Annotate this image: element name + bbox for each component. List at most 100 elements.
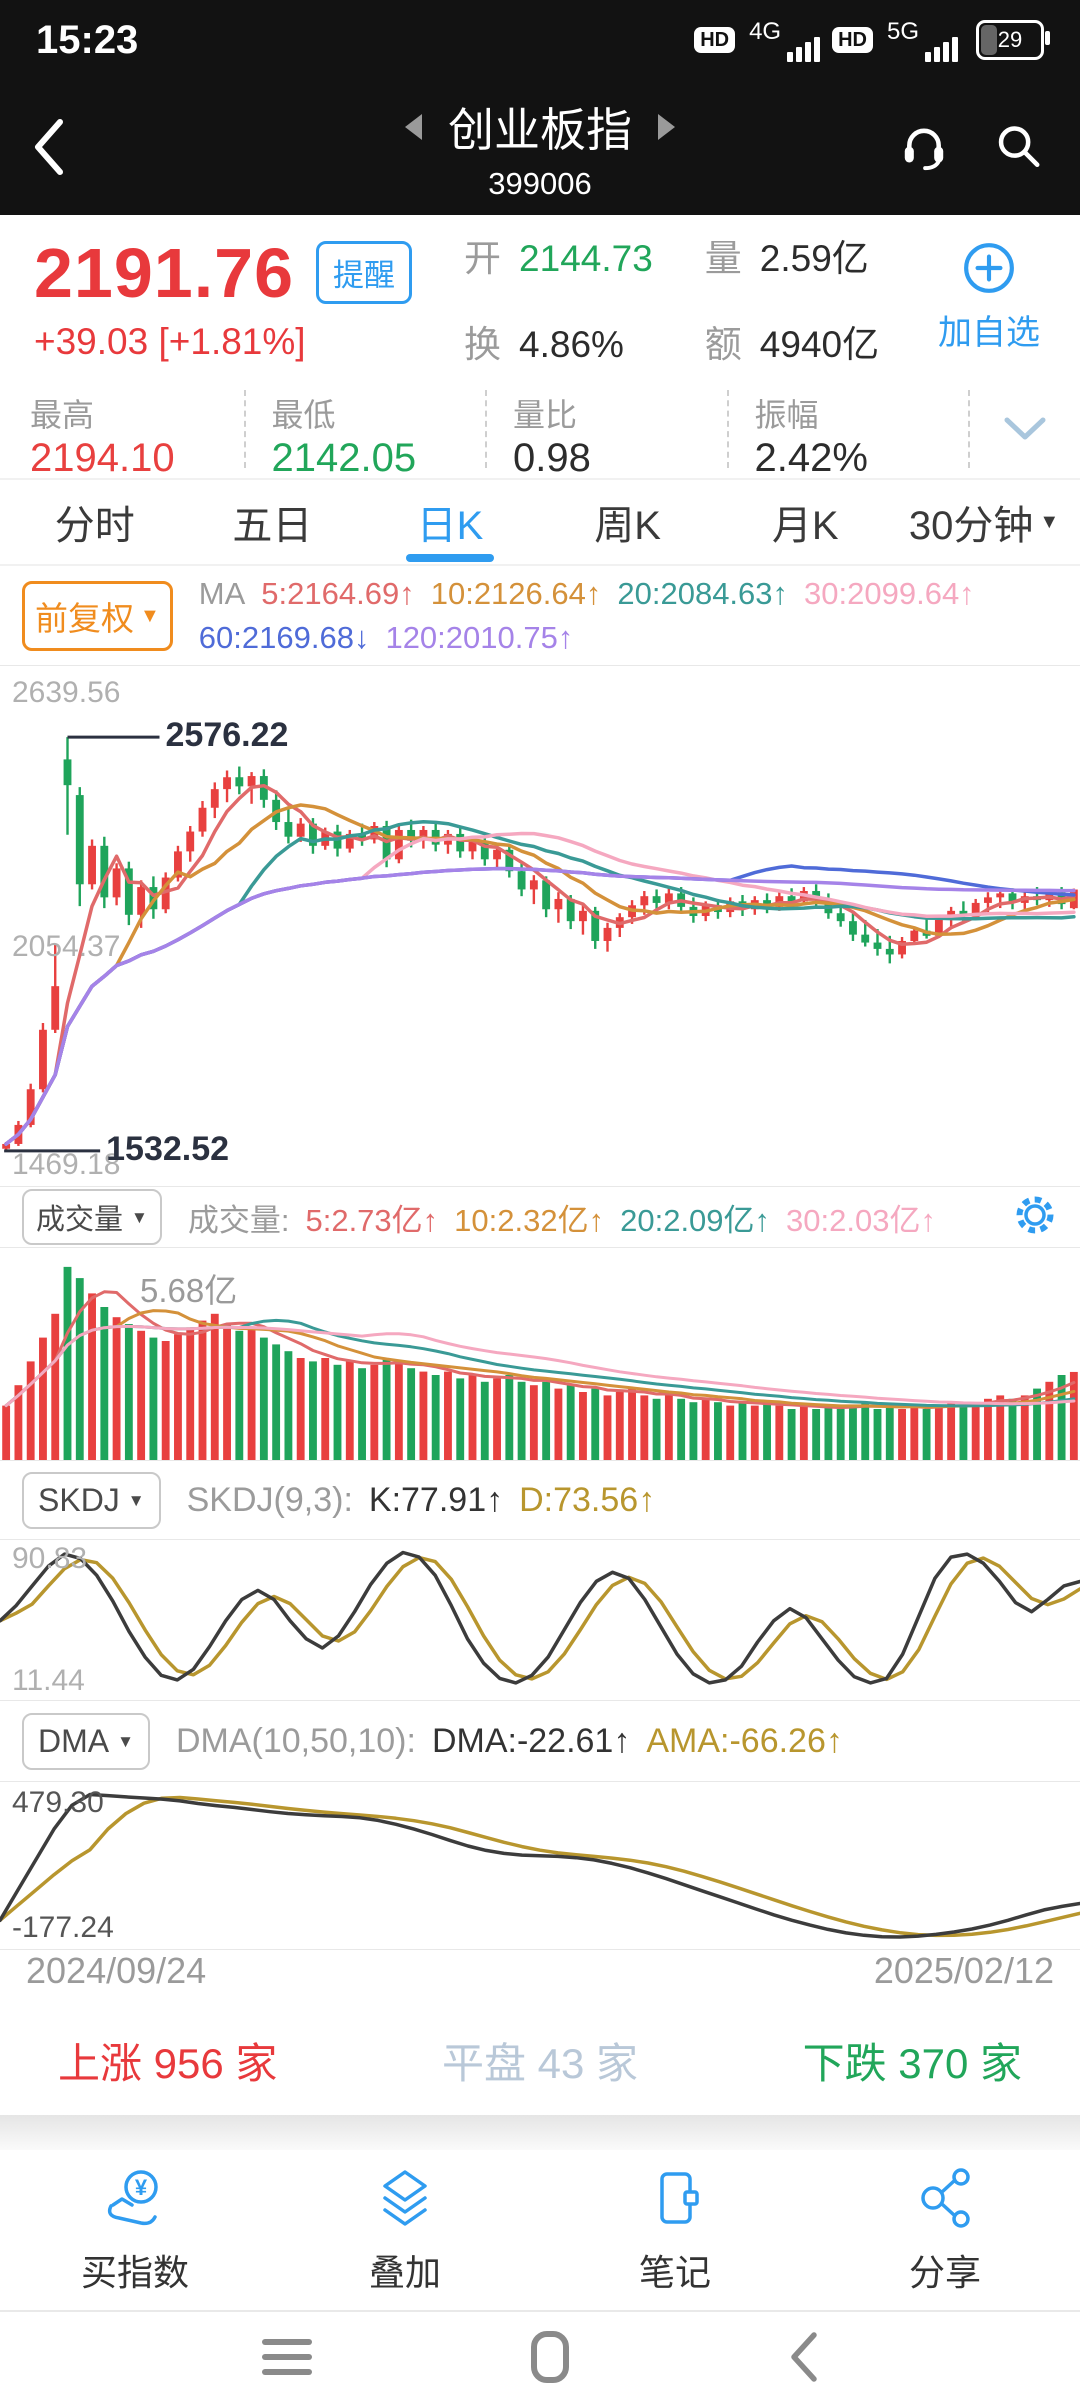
share-icon <box>921 2168 970 2228</box>
vol-prefix: 成交量: <box>187 1202 290 1238</box>
caret-down-icon: ▼ <box>140 604 160 627</box>
indicator-value: 10:2.32亿↑ <box>454 1202 605 1238</box>
period-dropdown[interactable]: 30分钟 ▼ <box>894 480 1074 564</box>
dma-header: DMA ▼ DMA(10,50,10): DMA:-22.61↑ AMA:-66.2… <box>0 1700 1080 1782</box>
indicator-value: DMA:-22.61↑ <box>431 1721 631 1760</box>
system-navbar <box>0 2310 1080 2400</box>
signal-bars-icon <box>787 37 821 62</box>
skdj-indicator-button[interactable]: SKDJ ▼ <box>22 1471 161 1529</box>
ma-values: MA 5:2164.69↑ 10:2126.64↑ 20:2084.63↑ 30:209… <box>199 572 991 660</box>
indicator-settings-button[interactable] <box>1012 1192 1058 1243</box>
caret-down-icon: ▼ <box>1039 511 1060 533</box>
overlay-button[interactable]: 叠加 <box>270 2150 540 2310</box>
buy-index-button[interactable]: ¥ 买指数 <box>0 2150 270 2310</box>
tab-月K[interactable]: 月K <box>771 504 839 548</box>
notes-button[interactable]: 笔记 <box>540 2150 810 2310</box>
tab-日K[interactable]: 日K <box>361 480 539 564</box>
adjust-mode-label: 前复权 <box>35 599 134 637</box>
y-axis-min: 1469.18 <box>12 1148 121 1181</box>
vol-indicator-button[interactable]: 成交量 ▼ <box>22 1189 162 1245</box>
adjust-mode-button[interactable]: 前复权 ▼ <box>22 580 173 651</box>
stat-cell: 最高 2194.10 <box>30 390 246 480</box>
quote-panel: 2191.76 提醒 +39.03 [+1.81%] 开 2144.73 量 2.59… <box>0 215 1080 380</box>
stat-cell: 最低 2142.05 <box>246 390 487 480</box>
expand-stats-button[interactable] <box>970 416 1080 442</box>
headset-icon <box>904 128 944 170</box>
quote-field: 换 4.86% <box>464 323 624 365</box>
battery-level: 29 <box>997 27 1023 52</box>
dma-max-label: 479.30 <box>12 1786 104 1819</box>
skdj-min-label: 11.44 <box>12 1664 85 1697</box>
high-price-annotation: 2576.22 <box>165 716 289 755</box>
breadth-item: 下跌 370 家 <box>802 2039 1022 2087</box>
gear-icon <box>1016 1196 1054 1233</box>
volume-header: 成交量 ▼ 成交量: 5:2.73亿↑ 10:2.32亿↑ 20:2.09亿↑ 30:2… <box>0 1186 1080 1248</box>
vol-indicator-label: 成交量 <box>36 1204 124 1236</box>
next-stock-arrow[interactable] <box>658 113 675 140</box>
tab-五日[interactable]: 五日 <box>232 504 313 548</box>
hd-badge-icon: HD <box>832 27 873 53</box>
ma-prefix: MA <box>198 575 246 611</box>
breadth-item: 平盘 43 家 <box>441 2039 639 2087</box>
alert-button[interactable]: 提醒 <box>316 241 413 304</box>
skdj-max-label: 90.83 <box>12 1542 88 1575</box>
volume-max-label: 5.68亿 <box>140 1272 238 1309</box>
caret-down-icon: ▼ <box>131 1207 148 1227</box>
indicator-value: 10:2126.64↑ <box>430 575 602 611</box>
buy-index-icon: ¥ <box>107 2170 158 2226</box>
period-tabs: 分时 五日 日K 周K 月K 30分钟 ▼ <box>0 480 1080 566</box>
volume-chart[interactable]: 5.68亿 <box>0 1248 1080 1460</box>
prev-stock-arrow[interactable] <box>405 113 422 140</box>
quote-fields: 开 2144.73 量 2.59亿换 4.86% 额 4940亿 <box>464 228 879 368</box>
overlay-icon <box>383 2170 427 2226</box>
system-back-button[interactable] <box>788 2331 818 2383</box>
stock-code: 399006 <box>488 165 592 201</box>
tab-分时[interactable]: 分时 <box>54 504 135 548</box>
share-button[interactable]: 分享 <box>810 2150 1080 2310</box>
indicator-value: 30:2.03亿↑ <box>786 1202 936 1238</box>
note-icon <box>660 2172 699 2224</box>
quote-field: 额 4940亿 <box>704 323 880 365</box>
stat-cell: 量比 0.98 <box>487 390 729 480</box>
search-button[interactable] <box>992 119 1044 176</box>
quote-field: 开 2144.73 <box>464 237 653 279</box>
ma-indicator-header: 前复权 ▼ MA 5:2164.69↑ 10:2126.64↑ 20:2084.63↑… <box>0 566 1080 666</box>
home-button[interactable] <box>531 2331 569 2383</box>
customer-service-button[interactable] <box>898 119 950 176</box>
indicator-value: 30:2099.64↑ <box>804 575 975 611</box>
indicator-value: 60:2169.68↓ <box>198 619 370 655</box>
breadth-item: 上涨 956 家 <box>58 2039 278 2087</box>
plus-circle-icon <box>964 243 1014 293</box>
menu-button[interactable] <box>262 2330 312 2384</box>
dma-indicator-button[interactable]: DMA ▼ <box>22 1712 150 1770</box>
skdj-prefix: SKDJ(9,3): <box>186 1480 353 1519</box>
tab-周K[interactable]: 周K <box>594 504 661 548</box>
indicator-value: 5:2.73亿↑ <box>305 1202 439 1238</box>
indicator-value: D:73.56↑ <box>519 1480 656 1519</box>
toolbar-item-label: 买指数 <box>80 2252 189 2293</box>
current-price: 2191.76 <box>34 233 295 312</box>
indicator-value: 20:2084.63↑ <box>617 575 789 611</box>
battery-icon: 29 <box>976 20 1050 60</box>
skdj-header: SKDJ ▼ SKDJ(9,3): K:77.91↑ D:73.56↑ <box>0 1460 1080 1540</box>
dma-indicator-label: DMA <box>38 1722 110 1759</box>
dma-chart[interactable]: 479.30 -177.24 <box>0 1782 1080 1950</box>
svg-text:¥: ¥ <box>135 2175 148 2200</box>
dma-min-label: -177.24 <box>12 1911 114 1944</box>
stat-cell: 振幅 2.42% <box>729 390 970 480</box>
skdj-chart[interactable]: 90.83 11.44 <box>0 1540 1080 1700</box>
price-change: +39.03 [+1.81%] <box>34 320 306 362</box>
skdj-indicator-label: SKDJ <box>38 1481 120 1518</box>
network-4g-label: 4G <box>749 18 782 45</box>
nav-bar: 创业板指 399006 <box>0 80 1080 215</box>
candlestick-chart[interactable]: 2639.56 2054.37 1469.18 2576.22 1532.52 <box>0 666 1080 1186</box>
chevron-down-icon <box>1004 417 1046 440</box>
caret-down-icon: ▼ <box>127 1490 145 1510</box>
add-watchlist-button[interactable]: 加自选 <box>938 241 1046 354</box>
y-axis-mid: 2054.37 <box>12 930 121 963</box>
caret-down-icon: ▼ <box>117 1731 134 1751</box>
back-button[interactable] <box>28 112 68 187</box>
toolbar-divider <box>0 2115 1080 2150</box>
search-icon <box>998 125 1040 167</box>
